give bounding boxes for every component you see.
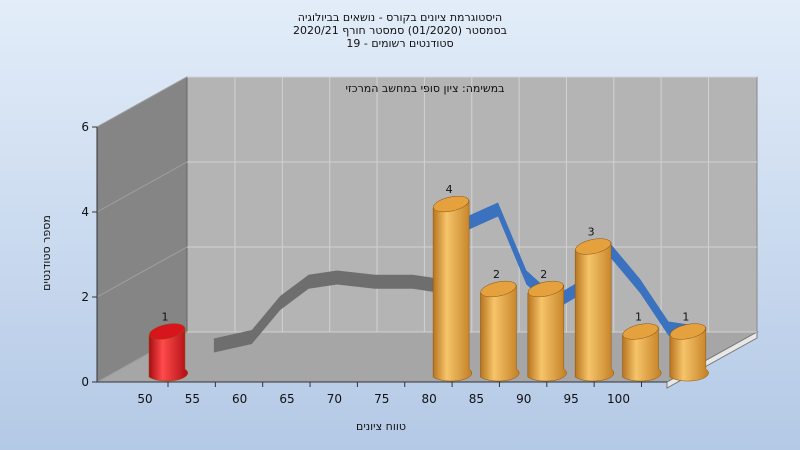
x-tick-label: 85 xyxy=(469,392,484,406)
grid-line-side xyxy=(96,76,188,128)
curve-ribbon-blue xyxy=(469,202,697,340)
bar-cap xyxy=(527,280,564,298)
chart-title-line: סטודנטים רשומים - 19 xyxy=(346,37,453,50)
x-tick-label: 100 xyxy=(607,392,630,406)
bar xyxy=(432,199,473,382)
x-tick-label: 95 xyxy=(564,392,579,406)
curve-ribbon-gray xyxy=(213,215,470,353)
bar-cap xyxy=(575,238,612,255)
bar xyxy=(527,284,567,382)
y-axis-label: מספר סטודנטים xyxy=(40,215,53,291)
bar xyxy=(574,242,615,382)
x-tick-label: 50 xyxy=(137,392,152,406)
x-axis-label: טווח ציונים xyxy=(356,420,406,433)
bar-cap xyxy=(149,323,185,340)
bar xyxy=(669,327,709,382)
y-tick-label: 4 xyxy=(81,205,89,219)
x-tick-label: 65 xyxy=(279,392,294,406)
data-label: 1 xyxy=(635,311,642,324)
bar xyxy=(622,327,662,382)
chart-annotation: במשימה: ציון סופי במחשב המרכזי xyxy=(345,82,504,95)
bar-cap xyxy=(622,323,659,340)
y-tick-label: 0 xyxy=(81,375,89,389)
chart-title-line: היסטוגרמת ציונים בקורס - נושאים בביולוגי… xyxy=(298,11,502,24)
data-label: 2 xyxy=(540,268,547,281)
bar xyxy=(148,327,188,382)
x-tick-label: 55 xyxy=(185,392,200,406)
data-label: 1 xyxy=(682,311,689,324)
y-tick-label: 6 xyxy=(81,120,89,134)
bar xyxy=(480,284,520,382)
x-tick-label: 75 xyxy=(374,392,389,406)
data-label: 1 xyxy=(162,311,169,324)
bar-cap xyxy=(480,280,517,298)
x-tick-label: 80 xyxy=(421,392,436,406)
data-label: 3 xyxy=(588,226,595,239)
data-label: 2 xyxy=(493,268,500,281)
chart-title-line: בסמסטר (01/2020) סמסטר חורף 2020/21 xyxy=(293,24,507,37)
y-tick-label: 2 xyxy=(81,290,89,304)
data-label: 4 xyxy=(446,183,453,196)
grid-line-side xyxy=(96,246,188,298)
x-tick-label: 70 xyxy=(327,392,342,406)
bar-cap xyxy=(669,323,706,340)
x-tick-label: 60 xyxy=(232,392,247,406)
grid-line-side xyxy=(96,161,188,213)
x-tick-label: 90 xyxy=(516,392,531,406)
bar-cap xyxy=(433,195,470,213)
